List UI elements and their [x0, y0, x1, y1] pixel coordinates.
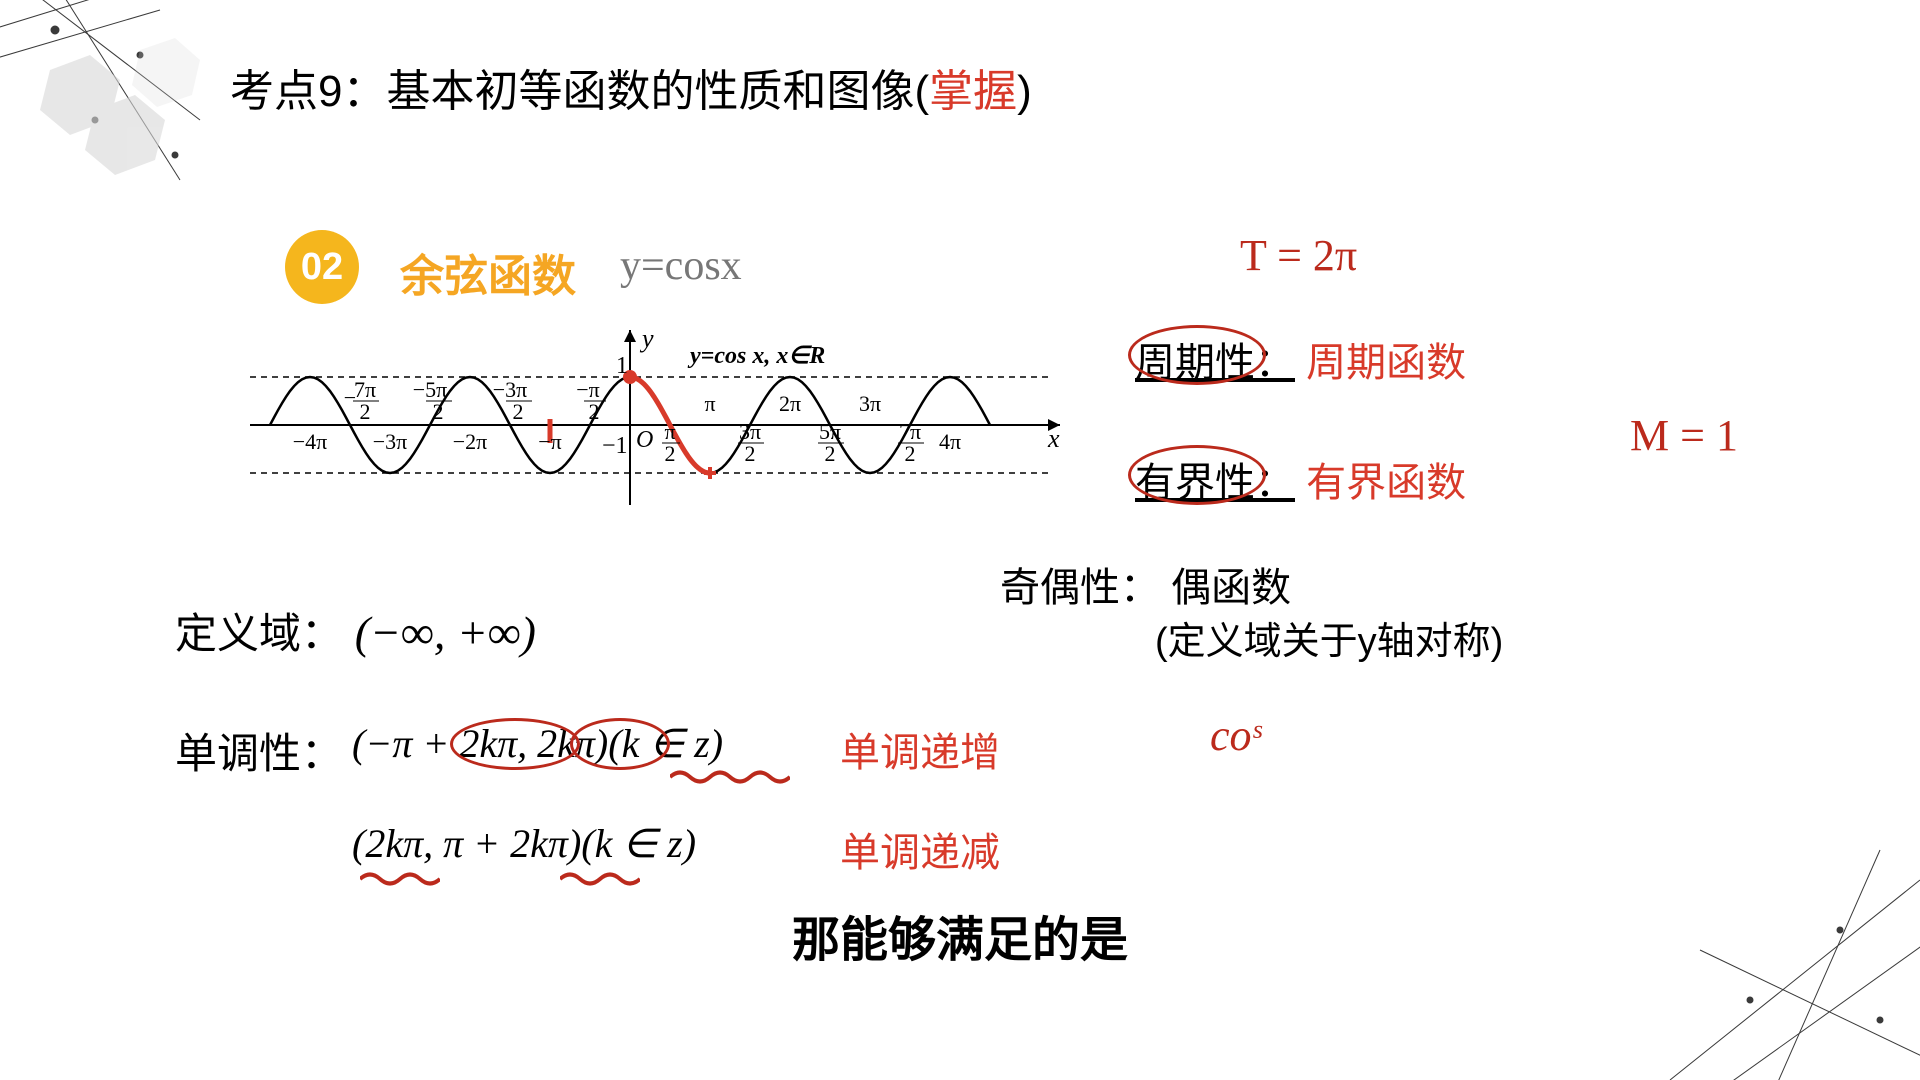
- svg-text:−2π: −2π: [453, 429, 488, 454]
- monotone-label: 单调性：: [175, 720, 343, 781]
- handwriting-period: T = 2π: [1240, 230, 1357, 281]
- section-title: 余弦函数: [400, 240, 576, 304]
- svg-text:−4π: −4π: [293, 429, 328, 454]
- svg-text:1: 1: [616, 353, 628, 379]
- svg-text:y=cos x, x∈R: y=cos x, x∈R: [687, 343, 825, 369]
- main-formula: y=cosx: [620, 242, 742, 290]
- axis-x-label: x: [1047, 424, 1060, 453]
- squiggle-under-2kpi: [360, 870, 440, 888]
- svg-text:−1: −1: [602, 433, 628, 459]
- property-domain: 定义域： (−∞, +∞): [175, 600, 536, 661]
- cosine-graph: y x 1 −1 O y=cos x, x∈R − 7π2 −5π2 −3π2 …: [240, 320, 1080, 530]
- svg-text:2: 2: [825, 441, 836, 466]
- parity-value: 偶函数: [1171, 566, 1291, 610]
- domain-label: 定义域：: [175, 610, 343, 657]
- title-prefix: 考点9：基本初等函数的性质和图像(: [230, 67, 929, 116]
- title-emphasis: 掌握: [929, 67, 1017, 116]
- svg-text:2: 2: [905, 441, 916, 466]
- svg-text:O: O: [636, 427, 653, 453]
- property-parity-note: (定义域关于y轴对称): [1155, 610, 1503, 665]
- periodicity-value: 周期函数: [1306, 341, 1466, 385]
- circle-2kpi-2: [570, 718, 670, 770]
- handwriting-bound-m: M = 1: [1630, 410, 1738, 461]
- title-suffix: ): [1017, 67, 1032, 116]
- svg-text:2π: 2π: [779, 391, 801, 416]
- property-parity: 奇偶性： 偶函数: [1000, 555, 1291, 613]
- svg-text:2: 2: [513, 399, 524, 424]
- axis-y-label: y: [639, 324, 654, 353]
- decoration-top-left: [0, 0, 250, 220]
- handwriting-cos-partial: coˢ: [1210, 710, 1261, 761]
- page-title: 考点9：基本初等函数的性质和图像(掌握): [230, 55, 1032, 119]
- monotone-decrease-text: 单调递减: [840, 820, 1000, 878]
- section-number-badge: 02: [285, 230, 359, 304]
- subtitle-caption: 那能够满足的是: [0, 900, 1920, 970]
- squiggle-under-kz-1: [670, 768, 790, 786]
- circle-periodicity: [1128, 325, 1266, 385]
- svg-text:π: π: [704, 391, 715, 416]
- parity-label: 奇偶性：: [1000, 566, 1160, 610]
- squiggle-under-2kpi-2: [560, 870, 640, 888]
- svg-text:−π: −π: [538, 429, 562, 454]
- monotone-increase-text: 单调递增: [840, 720, 1000, 778]
- domain-value: (−∞, +∞): [355, 607, 536, 658]
- circle-boundedness: [1128, 445, 1266, 505]
- svg-text:2: 2: [433, 399, 444, 424]
- svg-text:2: 2: [745, 441, 756, 466]
- svg-text:3π: 3π: [859, 391, 881, 416]
- monotone-decrease-interval: (2kπ, π + 2kπ)(k ∈ z): [352, 820, 696, 867]
- svg-text:−3π: −3π: [373, 429, 408, 454]
- svg-text:2: 2: [665, 441, 676, 466]
- boundedness-value: 有界函数: [1306, 461, 1466, 505]
- svg-text:4π: 4π: [939, 429, 961, 454]
- circle-2kpi-1: [450, 718, 580, 770]
- svg-text:2: 2: [589, 399, 600, 424]
- svg-text:2: 2: [360, 399, 371, 424]
